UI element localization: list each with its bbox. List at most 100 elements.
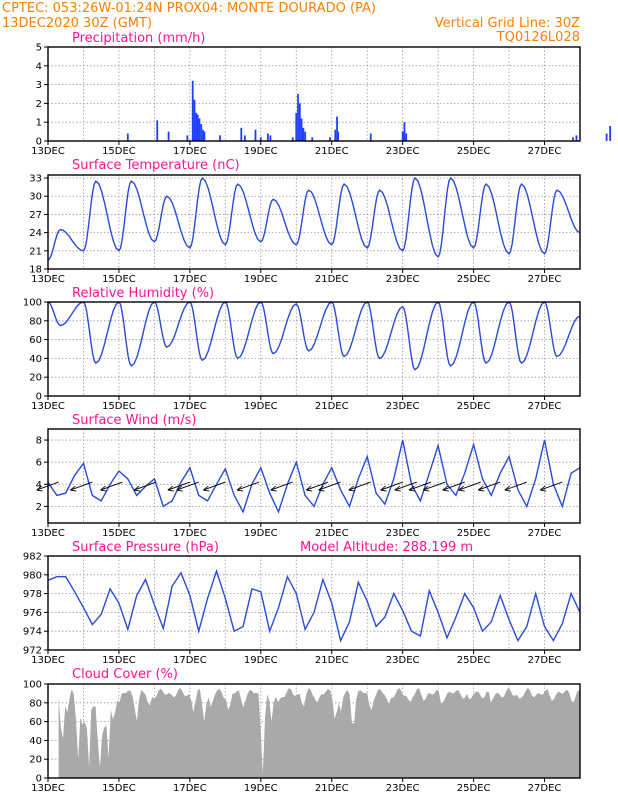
wind-arrow-head xyxy=(176,485,183,492)
x-tick-label: 15DEC xyxy=(102,655,136,666)
panel-frame xyxy=(47,46,581,142)
y-tick-label: 6 xyxy=(36,458,42,469)
precip-bar xyxy=(575,135,578,141)
x-tick-label: 27DEC xyxy=(528,401,562,412)
wind-arrow-head xyxy=(203,485,210,492)
x-tick-label: 19DEC xyxy=(244,401,278,412)
precip-bar xyxy=(304,131,307,141)
x-tick-label: 19DEC xyxy=(244,528,278,539)
x-tick-label: 17DEC xyxy=(173,146,207,157)
panel-frame xyxy=(47,174,581,270)
wind-arrow-head xyxy=(458,485,465,492)
x-tick-label: 21DEC xyxy=(315,401,349,412)
x-tick-label: 19DEC xyxy=(244,146,278,157)
pressure-line xyxy=(47,568,581,643)
x-tick-label: 27DEC xyxy=(528,528,562,539)
y-tick-label: 100 xyxy=(23,680,42,691)
x-tick-label: 17DEC xyxy=(173,783,207,794)
panel-frame xyxy=(47,683,581,779)
cloud-title: Cloud Cover (%) xyxy=(72,667,178,682)
precip-bar xyxy=(200,124,203,141)
precip-bar xyxy=(203,131,206,141)
wind-arrow-head xyxy=(394,485,401,492)
x-tick-label: 23DEC xyxy=(386,401,420,412)
pressure-title: Surface Pressure (hPa) xyxy=(72,540,219,555)
temperature-title: Surface Temperature (nC) xyxy=(72,158,240,173)
precip-bar xyxy=(403,122,406,141)
wind-arrow-head xyxy=(70,485,77,492)
y-tick-label: 4 xyxy=(36,480,42,491)
x-tick-label: 25DEC xyxy=(457,401,491,412)
x-tick-label: 21DEC xyxy=(315,655,349,666)
x-tick-label: 19DEC xyxy=(244,274,278,285)
humidity-line xyxy=(47,300,581,371)
precip-bar xyxy=(254,129,257,141)
y-tick-label: 30 xyxy=(29,192,42,203)
x-tick-label: 23DEC xyxy=(386,528,420,539)
wind-arrow-head xyxy=(422,485,430,492)
grid-line-note: Vertical Grid Line: 30Z xyxy=(435,16,580,31)
precip-bar xyxy=(295,112,298,141)
altitude-label: Model Altitude: 288.199 m xyxy=(300,540,473,555)
precip-bar xyxy=(311,137,314,141)
precip-bar xyxy=(167,131,170,141)
x-tick-label: 13DEC xyxy=(31,783,65,794)
humidity-title: Relative Humidity (%) xyxy=(72,286,214,301)
precip-title: Precipitation (mm/h) xyxy=(72,31,205,46)
x-tick-label: 13DEC xyxy=(31,655,65,666)
x-tick-label: 19DEC xyxy=(244,655,278,666)
x-tick-label: 21DEC xyxy=(315,146,349,157)
x-tick-label: 13DEC xyxy=(31,528,65,539)
x-tick-label: 15DEC xyxy=(102,274,136,285)
y-tick-label: 24 xyxy=(29,228,42,239)
y-tick-label: 60 xyxy=(29,335,42,346)
precip-bar xyxy=(405,133,408,141)
wind-arrow-head xyxy=(442,485,449,492)
y-tick-label: 974 xyxy=(23,627,42,638)
precip-bar xyxy=(337,131,340,141)
wind-arrow-shaft xyxy=(270,481,293,491)
precip-bar xyxy=(266,133,269,141)
wind-arrow-shaft xyxy=(167,481,191,491)
precip-bar xyxy=(126,133,129,141)
x-tick-label: 27DEC xyxy=(528,783,562,794)
precip-bar xyxy=(156,120,159,141)
y-tick-label: 20 xyxy=(29,755,42,766)
y-tick-label: 2 xyxy=(36,502,42,513)
precip-bar xyxy=(193,99,196,141)
wind-arrow-head xyxy=(504,485,511,492)
y-tick-label: 2 xyxy=(36,99,42,110)
wind-title: Surface Wind (m/s) xyxy=(72,413,196,428)
precip-bar xyxy=(334,129,337,141)
precip-bar xyxy=(605,133,608,141)
wind-arrow-shaft xyxy=(236,481,260,491)
y-tick-label: 3 xyxy=(36,80,42,91)
panel-frame xyxy=(47,301,581,397)
precip-bar xyxy=(269,135,272,141)
y-tick-label: 5 xyxy=(36,43,42,54)
x-tick-label: 13DEC xyxy=(31,146,65,157)
wind-arrow-head xyxy=(539,485,547,492)
x-tick-label: 17DEC xyxy=(173,655,207,666)
precip-bar xyxy=(609,125,612,141)
wind-arrow-head xyxy=(380,485,387,492)
y-tick-label: 20 xyxy=(29,373,42,384)
y-tick-label: 60 xyxy=(29,717,42,728)
x-tick-label: 25DEC xyxy=(457,528,491,539)
precip-bar xyxy=(369,133,372,141)
y-tick-label: 976 xyxy=(23,608,42,619)
panel-frame xyxy=(47,555,581,651)
run-date-label: 13DEC2020 30Z (GMT) xyxy=(2,16,152,31)
wind-arrow-shaft xyxy=(442,481,465,491)
x-tick-label: 23DEC xyxy=(386,783,420,794)
wind-arrow-shaft xyxy=(134,481,157,491)
y-tick-label: 972 xyxy=(23,646,42,657)
wind-arrow-shaft xyxy=(540,481,563,491)
wind-arrow-shaft xyxy=(504,481,527,491)
precip-bar xyxy=(336,116,338,141)
x-tick-label: 23DEC xyxy=(386,655,420,666)
wind-speed-line xyxy=(47,439,581,514)
wind-arrow-head xyxy=(408,485,416,492)
wind-arrow-shaft xyxy=(306,481,329,491)
x-tick-label: 25DEC xyxy=(457,146,491,157)
